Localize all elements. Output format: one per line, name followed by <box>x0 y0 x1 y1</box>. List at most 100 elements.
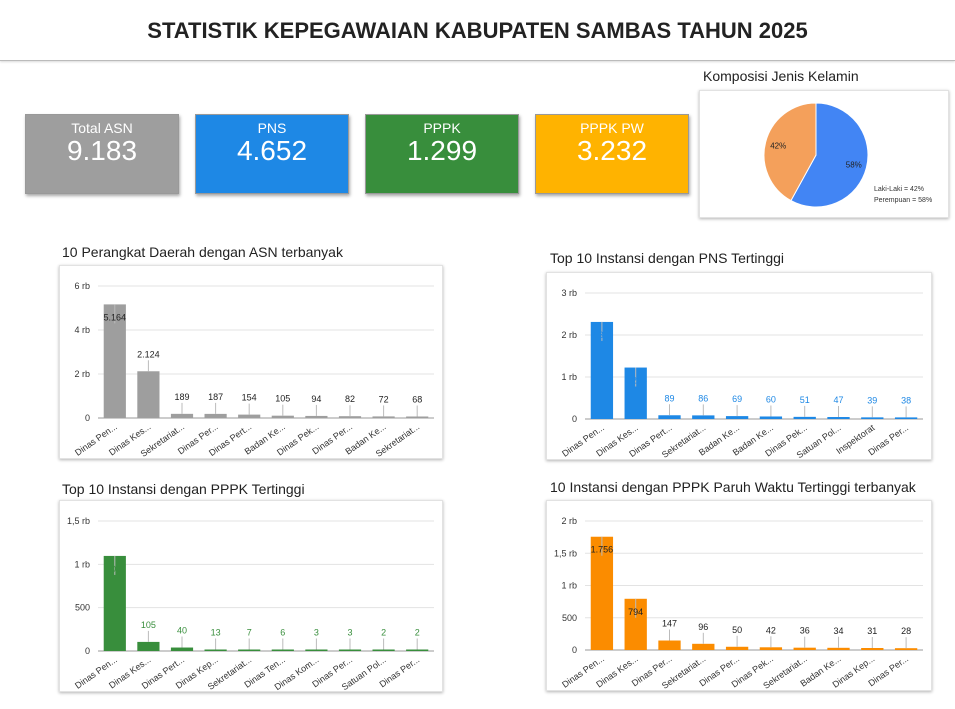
bar[interactable] <box>861 648 884 650</box>
bar[interactable] <box>305 415 328 418</box>
data-label: 2 <box>415 628 420 638</box>
bar[interactable] <box>827 647 850 650</box>
data-label: 6 <box>280 628 285 638</box>
bar[interactable] <box>658 640 681 650</box>
bar[interactable] <box>861 417 884 419</box>
data-label: 105 <box>141 620 156 630</box>
bar[interactable] <box>692 415 715 419</box>
data-label: 50 <box>732 625 742 635</box>
data-label: 36 <box>800 626 810 636</box>
data-label: 7 <box>247 628 252 638</box>
kpi-value: 3.232 <box>576 135 648 166</box>
y-tick-label: 500 <box>75 603 90 613</box>
data-label: 72 <box>379 394 389 404</box>
y-tick-label: 3 rb <box>561 288 577 298</box>
bar[interactable] <box>137 371 160 418</box>
pie-legend-item: Laki-Laki = 42% <box>874 186 924 193</box>
data-label: 69 <box>732 394 742 404</box>
data-label: 3 <box>314 628 319 638</box>
y-tick-label: 4 rb <box>74 325 90 335</box>
gender-pie-panel: 58% 42% Laki-Laki = 42% Perempuan = 58% <box>699 90 949 218</box>
kpi-card-total-asn: Total ASN 9.183 <box>25 114 179 194</box>
bar[interactable] <box>338 416 362 418</box>
kpi-label: Total ASN <box>71 120 133 136</box>
data-label: 96 <box>698 622 708 632</box>
pie-slice-perempuan <box>790 102 869 208</box>
bar[interactable] <box>204 649 227 652</box>
data-label: 86 <box>698 393 708 403</box>
bar[interactable] <box>204 413 227 418</box>
bar[interactable] <box>725 646 749 650</box>
bar[interactable] <box>372 649 395 652</box>
data-label: 28 <box>901 626 911 636</box>
y-tick-label: 2 rb <box>561 516 577 526</box>
bar[interactable] <box>793 647 816 650</box>
bar[interactable] <box>793 416 816 419</box>
bar[interactable] <box>170 413 194 418</box>
pie-legend-item: Perempuan = 58% <box>874 197 932 204</box>
y-tick-label: 2 rb <box>561 330 577 340</box>
data-label: 794 <box>628 607 643 617</box>
bar[interactable] <box>137 641 160 651</box>
data-label: 5.164 <box>104 312 127 322</box>
bar[interactable] <box>372 416 395 418</box>
data-label: 187 <box>208 392 223 402</box>
data-label: 189 <box>174 392 189 402</box>
kpi-card-pppk-pw: PPPK PW 3.232 <box>535 114 689 194</box>
chart-title-pppk: Top 10 Instansi dengan PPPK Tertinggi <box>62 481 305 497</box>
bar[interactable] <box>338 649 362 652</box>
y-tick-label: 2 rb <box>74 369 90 379</box>
kpi-value: 9.183 <box>66 135 138 166</box>
data-label: 1.756 <box>591 545 614 555</box>
bar[interactable] <box>238 649 261 652</box>
bar[interactable] <box>725 416 749 419</box>
bar[interactable] <box>305 649 328 652</box>
chart-title-pppk-pw: 10 Instansi dengan PPPK Paruh Waktu Tert… <box>550 479 916 495</box>
bar[interactable] <box>624 598 647 650</box>
kpi-label: PPPK PW <box>580 120 644 136</box>
data-label: 47 <box>833 395 843 405</box>
y-tick-label: 1 rb <box>561 581 577 591</box>
bar[interactable] <box>103 304 126 418</box>
data-label: 1.097 <box>104 564 127 574</box>
bar-chart-pppk-panel: 0 500 1 rb 1,5 rb 1.097 Dinas Pen... 105 Dinas … <box>59 500 443 692</box>
bar[interactable] <box>624 367 647 419</box>
data-label: 2.311 <box>591 330 613 340</box>
data-label: 38 <box>901 395 911 405</box>
kpi-label: PPPK <box>423 120 461 136</box>
bar[interactable] <box>658 415 681 419</box>
data-label: 40 <box>177 626 187 636</box>
bar[interactable] <box>406 649 429 652</box>
bar[interactable] <box>827 417 850 419</box>
bar[interactable] <box>238 414 261 418</box>
bar[interactable] <box>692 643 715 650</box>
bar[interactable] <box>170 647 194 651</box>
bar[interactable] <box>103 555 126 651</box>
data-label: 42 <box>766 625 776 635</box>
kpi-value: 1.299 <box>406 135 478 166</box>
page-title: STATISTIK KEPEGAWAIAN KABUPATEN SAMBAS T… <box>0 0 955 61</box>
data-label: 105 <box>275 394 290 404</box>
y-tick-label: 0 <box>85 646 90 656</box>
data-label: 94 <box>311 394 321 404</box>
bar[interactable] <box>759 416 783 419</box>
bar[interactable] <box>590 536 614 650</box>
gender-pie-chart: 58% 42% Laki-Laki = 42% Perempuan = 58% <box>763 102 932 208</box>
data-label: 60 <box>766 394 776 404</box>
y-tick-label: 500 <box>562 613 577 623</box>
gender-chart-title: Komposisi Jenis Kelamin <box>703 68 859 84</box>
bar[interactable] <box>590 321 614 419</box>
bar[interactable] <box>271 415 294 418</box>
bar[interactable] <box>271 649 294 652</box>
data-label: 1.225 <box>624 376 647 386</box>
data-label: 68 <box>412 395 422 405</box>
chart-title-asn: 10 Perangkat Daerah dengan ASN terbanyak <box>62 244 343 260</box>
bar[interactable] <box>406 416 429 419</box>
bar[interactable] <box>894 417 918 419</box>
bar[interactable] <box>759 647 783 650</box>
bar[interactable] <box>894 648 918 650</box>
